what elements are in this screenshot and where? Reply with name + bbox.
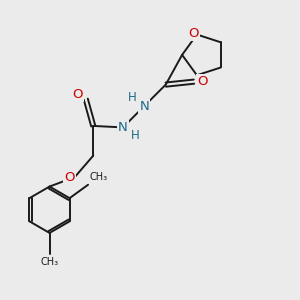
Text: H: H [131, 129, 140, 142]
Text: O: O [72, 88, 83, 101]
Text: H: H [128, 91, 136, 104]
Text: O: O [64, 170, 75, 184]
Text: CH₃: CH₃ [89, 172, 108, 182]
Text: N: N [118, 121, 128, 134]
Text: CH₃: CH₃ [40, 257, 58, 267]
Text: O: O [197, 75, 208, 88]
Text: N: N [140, 100, 149, 112]
Text: O: O [188, 27, 199, 40]
